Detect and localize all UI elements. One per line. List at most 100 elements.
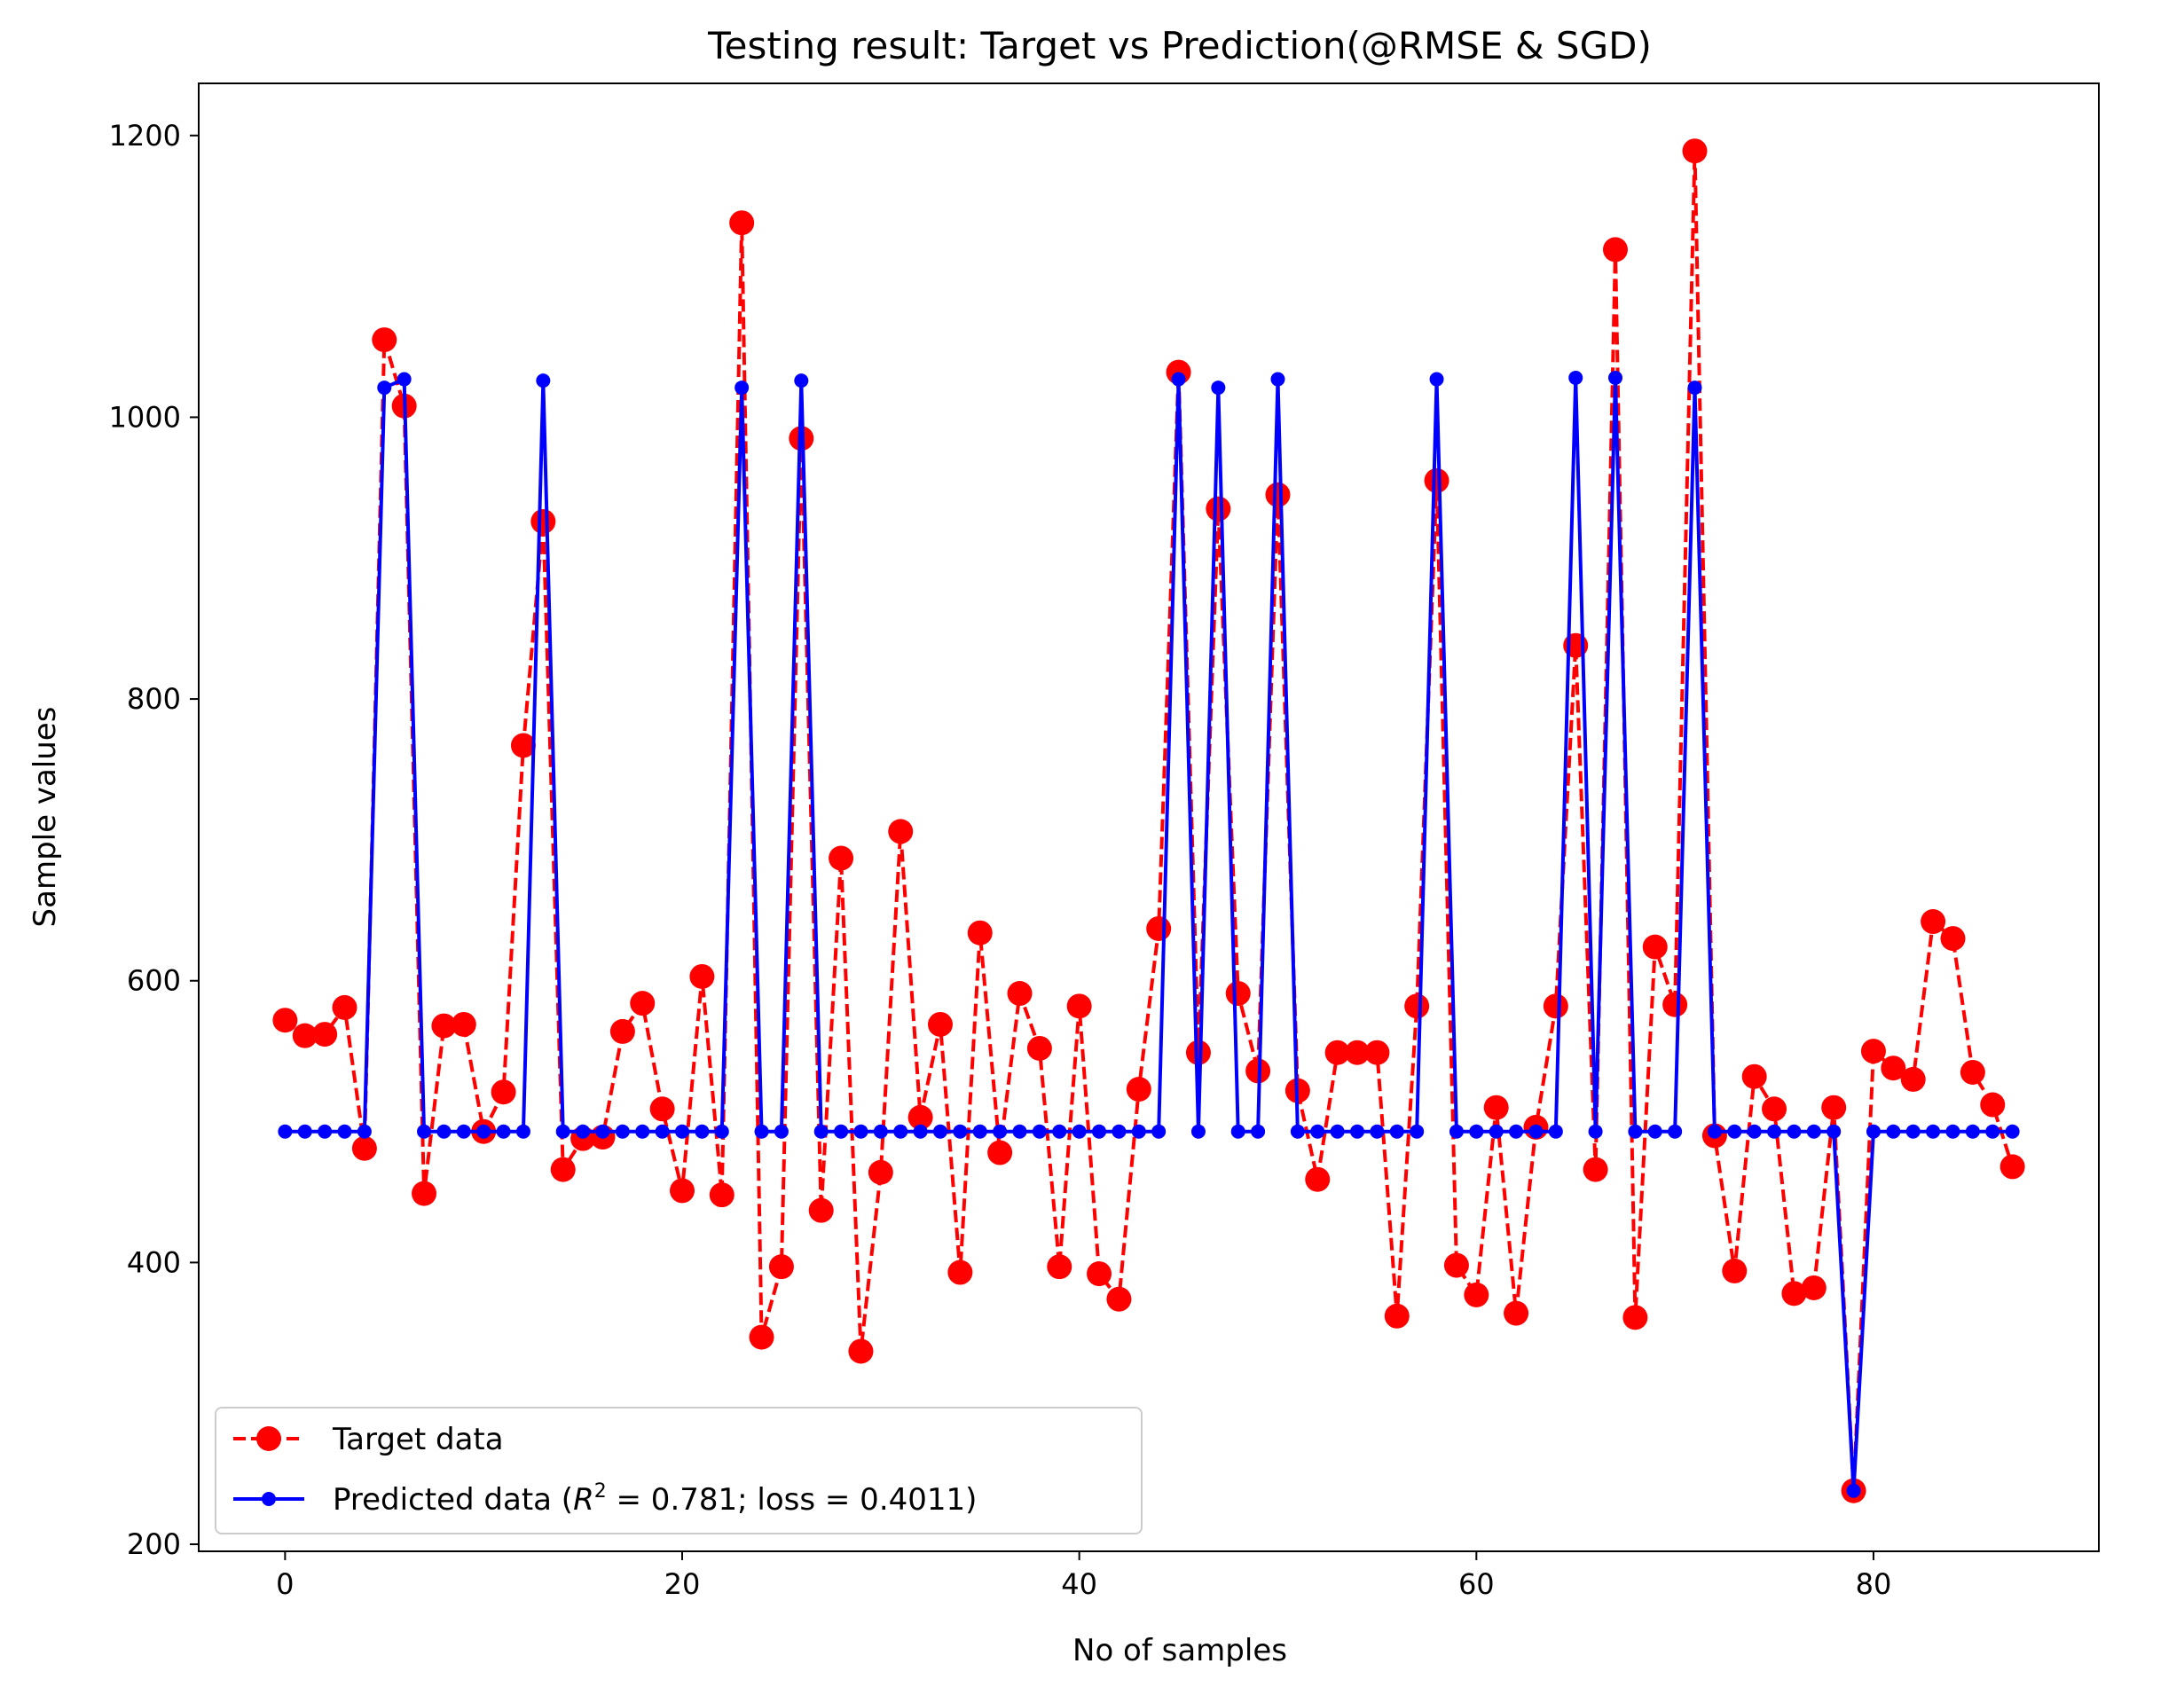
target-data-point bbox=[1185, 1040, 1211, 1065]
target-data-point bbox=[1483, 1095, 1509, 1120]
target-data-point bbox=[609, 1018, 635, 1044]
predicted-data-point bbox=[476, 1124, 491, 1139]
predicted-data-point bbox=[1846, 1483, 1861, 1498]
predicted-data-point bbox=[1628, 1124, 1643, 1139]
predicted-data-point bbox=[1905, 1124, 1921, 1139]
x-tick-label: 60 bbox=[1458, 1567, 1495, 1601]
target-data-point bbox=[1066, 993, 1092, 1019]
target-data-point bbox=[550, 1157, 576, 1182]
target-data-point bbox=[1662, 992, 1688, 1017]
target-data-point bbox=[491, 1079, 516, 1105]
target-data-point bbox=[1543, 993, 1568, 1019]
target-data-point bbox=[1384, 1303, 1410, 1329]
target-data-point bbox=[1821, 1095, 1847, 1120]
target-data-point bbox=[1026, 1035, 1052, 1061]
y-tick-label: 1200 bbox=[109, 119, 181, 153]
predicted-data-point bbox=[1112, 1124, 1127, 1139]
predicted-data-point bbox=[754, 1124, 769, 1139]
predicted-data-point bbox=[1052, 1124, 1067, 1139]
predicted-data-point bbox=[794, 373, 809, 388]
predicted-data-point bbox=[1310, 1124, 1325, 1139]
predicted-data-point bbox=[1707, 1124, 1722, 1139]
predicted-data-point bbox=[1767, 1124, 1782, 1139]
x-tick-label: 0 bbox=[276, 1567, 294, 1601]
target-data-point bbox=[1305, 1166, 1331, 1192]
x-tick-label: 20 bbox=[664, 1567, 701, 1601]
target-data-point bbox=[1881, 1055, 1906, 1081]
predicted-data-point bbox=[774, 1124, 789, 1139]
target-data-point bbox=[1464, 1282, 1489, 1307]
target-data-point bbox=[670, 1178, 695, 1204]
target-data-point bbox=[1960, 1059, 1985, 1085]
predicted-data-point bbox=[1926, 1124, 1941, 1139]
predicted-data-point bbox=[1350, 1124, 1365, 1139]
predicted-data-point bbox=[1251, 1124, 1266, 1139]
target-data-point bbox=[272, 1008, 298, 1033]
target-data-point bbox=[1741, 1063, 1767, 1089]
target-data-point bbox=[1424, 467, 1449, 493]
predicted-data-point bbox=[297, 1124, 312, 1139]
target-data-point bbox=[312, 1022, 338, 1048]
predicted-data-point bbox=[1330, 1124, 1345, 1139]
x-axis-label: No of samples bbox=[1072, 1633, 1287, 1668]
target-data-point bbox=[332, 994, 357, 1020]
predicted-data-point bbox=[357, 1124, 372, 1139]
predicted-data-point bbox=[1806, 1124, 1821, 1139]
target-data-point bbox=[1225, 981, 1251, 1007]
predicted-data-point bbox=[735, 381, 750, 396]
target-data-point bbox=[412, 1181, 437, 1206]
target-data-point bbox=[1682, 138, 1708, 164]
target-data-point bbox=[1364, 1040, 1390, 1065]
predicted-data-point bbox=[1568, 370, 1583, 385]
target-data-point bbox=[689, 963, 715, 989]
target-data-point bbox=[987, 1140, 1013, 1165]
predicted-data-point bbox=[675, 1124, 690, 1139]
target-data-point bbox=[907, 1104, 933, 1130]
target-data-point bbox=[1801, 1275, 1827, 1300]
y-tick-label: 800 bbox=[127, 682, 181, 716]
target-data-point bbox=[1860, 1039, 1886, 1064]
legend-predicted-r-superscript: 2 bbox=[594, 1480, 607, 1503]
predicted-data-point bbox=[1489, 1124, 1504, 1139]
predicted-data-point bbox=[1211, 381, 1226, 396]
predicted-data-point bbox=[635, 1124, 650, 1139]
target-data-point bbox=[947, 1259, 973, 1285]
target-data-point bbox=[927, 1011, 953, 1037]
predicted-series-line bbox=[285, 376, 2013, 1491]
target-data-point bbox=[1206, 496, 1231, 522]
legend-box bbox=[215, 1407, 1143, 1534]
target-data-point bbox=[848, 1338, 874, 1364]
target-data-point bbox=[1146, 915, 1172, 941]
target-data-point bbox=[1087, 1261, 1112, 1287]
target-data-point bbox=[709, 1182, 735, 1208]
y-tick-label: 600 bbox=[127, 964, 181, 998]
predicted-data-point bbox=[813, 1124, 829, 1139]
predicted-data-point bbox=[1230, 1124, 1245, 1139]
predicted-data-point bbox=[1588, 1124, 1603, 1139]
y-tick-label: 400 bbox=[127, 1245, 181, 1279]
legend-target-marker bbox=[256, 1426, 281, 1451]
predicted-data-point bbox=[496, 1124, 511, 1139]
predicted-data-point bbox=[278, 1124, 293, 1139]
target-data-point bbox=[1762, 1096, 1787, 1122]
predicted-data-point bbox=[2005, 1124, 2020, 1139]
predicted-data-point bbox=[1032, 1124, 1047, 1139]
predicted-data-point bbox=[1548, 1124, 1563, 1139]
predicted-data-point bbox=[595, 1124, 610, 1139]
predicted-data-point bbox=[893, 1124, 908, 1139]
predicted-data-point bbox=[873, 1124, 888, 1139]
predicted-data-point bbox=[1985, 1124, 2000, 1139]
predicted-data-point bbox=[1747, 1124, 1762, 1139]
target-data-point bbox=[1126, 1077, 1151, 1103]
target-data-point bbox=[1622, 1305, 1648, 1330]
target-data-point bbox=[530, 508, 556, 534]
predicted-data-point bbox=[615, 1124, 630, 1139]
x-tick-label: 80 bbox=[1856, 1567, 1892, 1601]
target-data-point bbox=[749, 1324, 774, 1350]
predicted-data-point bbox=[1945, 1124, 1960, 1139]
predicted-data-point bbox=[1131, 1124, 1146, 1139]
axes-frame bbox=[198, 82, 2100, 1552]
target-data-point bbox=[888, 819, 914, 844]
predicted-data-point bbox=[1607, 370, 1622, 385]
